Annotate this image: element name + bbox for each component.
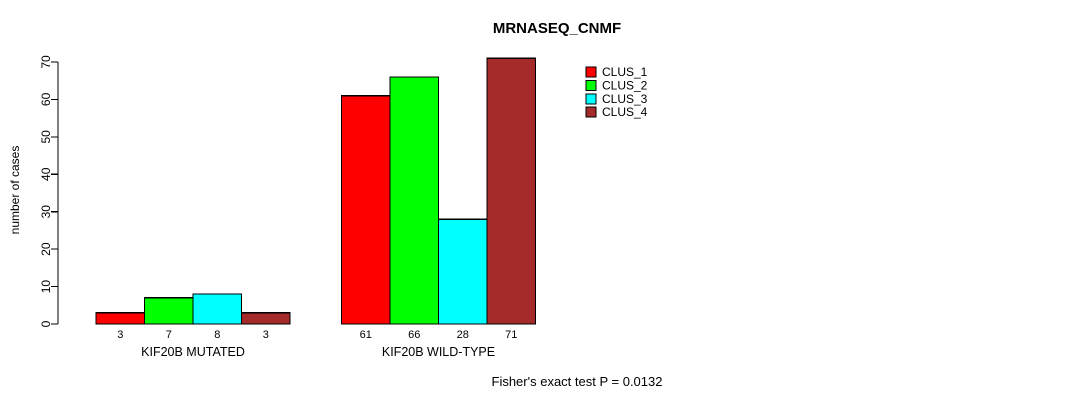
bar-clus_2-group2 bbox=[389, 76, 440, 325]
y-tick-label: 30 bbox=[39, 205, 53, 219]
x-axis-labels: 3 7 8 3 KIF20B MUTATED 61 66 28 71 KIF20B WILD-TY… bbox=[117, 329, 517, 359]
bar-value-label: 28 bbox=[457, 329, 469, 341]
y-tick-label: 0 bbox=[39, 320, 53, 327]
bar-value-label: 3 bbox=[263, 329, 269, 341]
bar-value-label: 66 bbox=[408, 329, 420, 341]
y-tick-label: 10 bbox=[39, 280, 53, 294]
y-tick-label: 40 bbox=[39, 167, 53, 181]
legend-label: CLUS_3 bbox=[602, 92, 648, 106]
legend-swatch-clus_1 bbox=[585, 66, 597, 78]
y-axis-label: number of cases bbox=[8, 146, 22, 235]
bar-clus_2-group1 bbox=[143, 297, 194, 325]
x-group-label: KIF20B MUTATED bbox=[141, 345, 245, 359]
legend-swatch-clus_4 bbox=[585, 106, 597, 118]
legend-swatch-clus_3 bbox=[585, 93, 597, 105]
x-group-label: KIF20B WILD-TYPE bbox=[382, 345, 495, 359]
bar-value-label: 8 bbox=[214, 329, 220, 341]
bar-clus_4-group2 bbox=[486, 57, 537, 325]
bars-group bbox=[95, 57, 537, 325]
chart-title: MRNASEQ_CNMF bbox=[493, 20, 621, 37]
legend-label: CLUS_2 bbox=[602, 78, 648, 92]
bar-value-label: 7 bbox=[166, 329, 172, 341]
y-tick-label: 50 bbox=[39, 130, 53, 144]
bar-clus_3-group1 bbox=[192, 293, 243, 325]
y-tick-label: 20 bbox=[39, 242, 53, 256]
caption-fisher-test: Fisher's exact test P = 0.0132 bbox=[492, 374, 663, 389]
bar-value-label: 71 bbox=[505, 329, 517, 341]
bar-value-label: 3 bbox=[117, 329, 123, 341]
bar-clus_3-group2 bbox=[437, 218, 488, 325]
legend-label: CLUS_1 bbox=[602, 65, 648, 79]
bar-value-label: 61 bbox=[360, 329, 372, 341]
legend-label: CLUS_4 bbox=[602, 105, 648, 119]
bar-clus_1-group1 bbox=[95, 312, 146, 325]
y-axis: 0 10 20 30 40 50 60 70 bbox=[39, 55, 59, 327]
bar-clus_1-group2 bbox=[340, 95, 391, 325]
y-tick-label: 60 bbox=[39, 92, 53, 106]
y-tick-label: 70 bbox=[39, 55, 53, 69]
legend-swatch-clus_2 bbox=[585, 79, 597, 91]
bar-clus_4-group1 bbox=[240, 312, 291, 325]
